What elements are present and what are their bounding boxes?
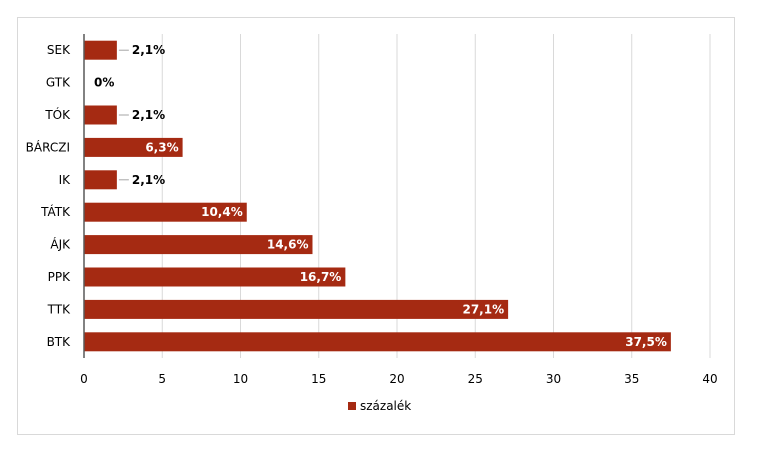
- x-tick-label: 5: [158, 372, 166, 386]
- bar[interactable]: [84, 267, 346, 287]
- bar[interactable]: [84, 40, 117, 60]
- data-label: 2,1%: [132, 43, 165, 57]
- data-label: 16,7%: [300, 270, 342, 284]
- data-label: 27,1%: [462, 302, 504, 316]
- bar[interactable]: [84, 332, 671, 352]
- bar[interactable]: [84, 105, 117, 125]
- data-label: 2,1%: [132, 108, 165, 122]
- category-label: SEK: [47, 43, 71, 57]
- bar[interactable]: [84, 137, 183, 157]
- x-tick-label: 35: [624, 372, 639, 386]
- x-tick-label: 10: [233, 372, 248, 386]
- category-label: TÁTK: [40, 204, 71, 219]
- bar[interactable]: [84, 299, 509, 319]
- category-label: IK: [59, 173, 72, 187]
- bar[interactable]: [84, 235, 313, 255]
- chart-frame: [17, 17, 735, 435]
- category-label: TTK: [47, 302, 71, 316]
- category-label: BTK: [47, 335, 72, 349]
- x-tick-label: 40: [702, 372, 717, 386]
- category-label: ÁJK: [50, 237, 71, 252]
- category-label: PPK: [48, 270, 71, 284]
- x-tick-label: 0: [80, 372, 88, 386]
- x-tick-label: 20: [389, 372, 404, 386]
- data-label: 6,3%: [145, 140, 178, 154]
- data-label: 2,1%: [132, 173, 165, 187]
- x-tick-label: 15: [311, 372, 326, 386]
- data-label: 0%: [94, 76, 114, 90]
- data-label: 14,6%: [267, 238, 309, 252]
- category-label: BÁRCZI: [26, 139, 70, 154]
- data-label: 37,5%: [625, 335, 667, 349]
- bar[interactable]: [84, 202, 247, 222]
- x-tick-label: 25: [468, 372, 483, 386]
- x-tick-label: 30: [546, 372, 561, 386]
- legend-label: százalék: [360, 399, 411, 413]
- data-label: 10,4%: [201, 205, 243, 219]
- category-label: GTK: [46, 76, 71, 90]
- bar[interactable]: [84, 170, 117, 190]
- legend-swatch: [348, 402, 356, 410]
- category-label: TÓK: [44, 107, 71, 122]
